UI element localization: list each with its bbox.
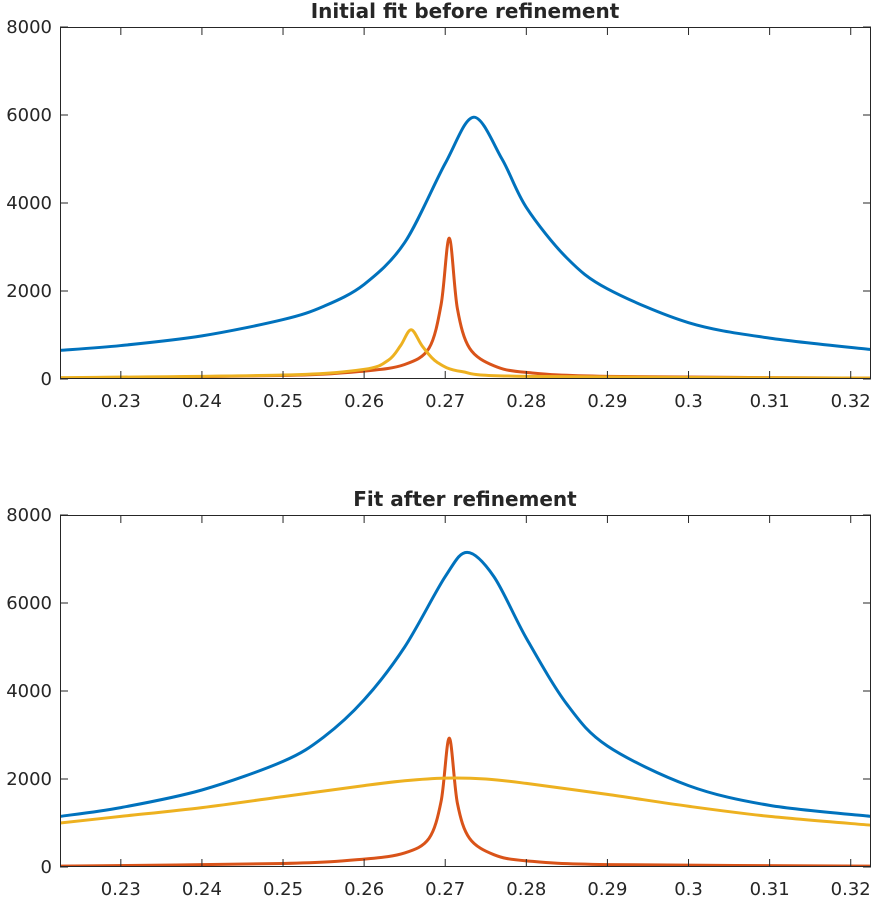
top-xtick-label: 0.26 (344, 391, 384, 412)
bottom-xtick-label: 0.26 (344, 879, 384, 896)
top-xtick-label: 0.31 (750, 391, 790, 412)
top-ytick-label: 6000 (6, 105, 52, 126)
top-ytick-label: 4000 (6, 193, 52, 214)
bottom-ytick-label: 0 (41, 857, 52, 878)
bottom-xtick-label: 0.27 (425, 879, 465, 896)
bottom-xtick-label: 0.31 (750, 879, 790, 896)
bottom-xtick-label: 0.25 (263, 879, 303, 896)
top-series-1-line (60, 115, 871, 352)
bottom-xtick-label: 0.32 (831, 879, 871, 896)
top-xtick-label: 0.29 (587, 391, 627, 412)
bottom-chart-panel: Fit after refinement 0.23 0.24 0.25 0.26 0.2… (6, 487, 871, 900)
bottom-series-2-line (60, 736, 871, 867)
top-xtick-label: 0.27 (425, 391, 465, 412)
bottom-xtick-label: 0.3 (674, 879, 703, 896)
bottom-ytick-label: 6000 (6, 593, 52, 614)
bottom-ytick-label: 8000 (6, 505, 52, 526)
top-xtick-label: 0.25 (263, 391, 303, 412)
top-xtick-label: 0.28 (506, 391, 546, 412)
bottom-ytick-label: 4000 (6, 681, 52, 702)
top-chart-title: Initial fit before refinement (311, 0, 620, 23)
top-xtick-label: 0.24 (182, 391, 222, 412)
bottom-chart-title: Fit after refinement (353, 487, 577, 511)
top-chart-panel: Initial fit before refinement 0.23 0.24 0.… (6, 0, 871, 412)
top-ytick-label: 0 (41, 369, 52, 390)
bottom-series-3-line (60, 776, 871, 827)
top-ytick-label: 2000 (6, 281, 52, 302)
bottom-xtick-label: 0.28 (506, 879, 546, 896)
bottom-ytick-label: 2000 (6, 769, 52, 790)
top-xtick-label: 0.23 (101, 391, 141, 412)
top-plot-area (60, 27, 871, 379)
top-xtick-label: 0.32 (831, 391, 871, 412)
bottom-xtick-label: 0.24 (182, 879, 222, 896)
top-xtick-label: 0.3 (674, 391, 703, 412)
bottom-xtick-label: 0.23 (101, 879, 141, 896)
top-ytick-label: 8000 (6, 17, 52, 38)
bottom-series-1-line (60, 550, 871, 818)
bottom-xtick-label: 0.29 (587, 879, 627, 896)
